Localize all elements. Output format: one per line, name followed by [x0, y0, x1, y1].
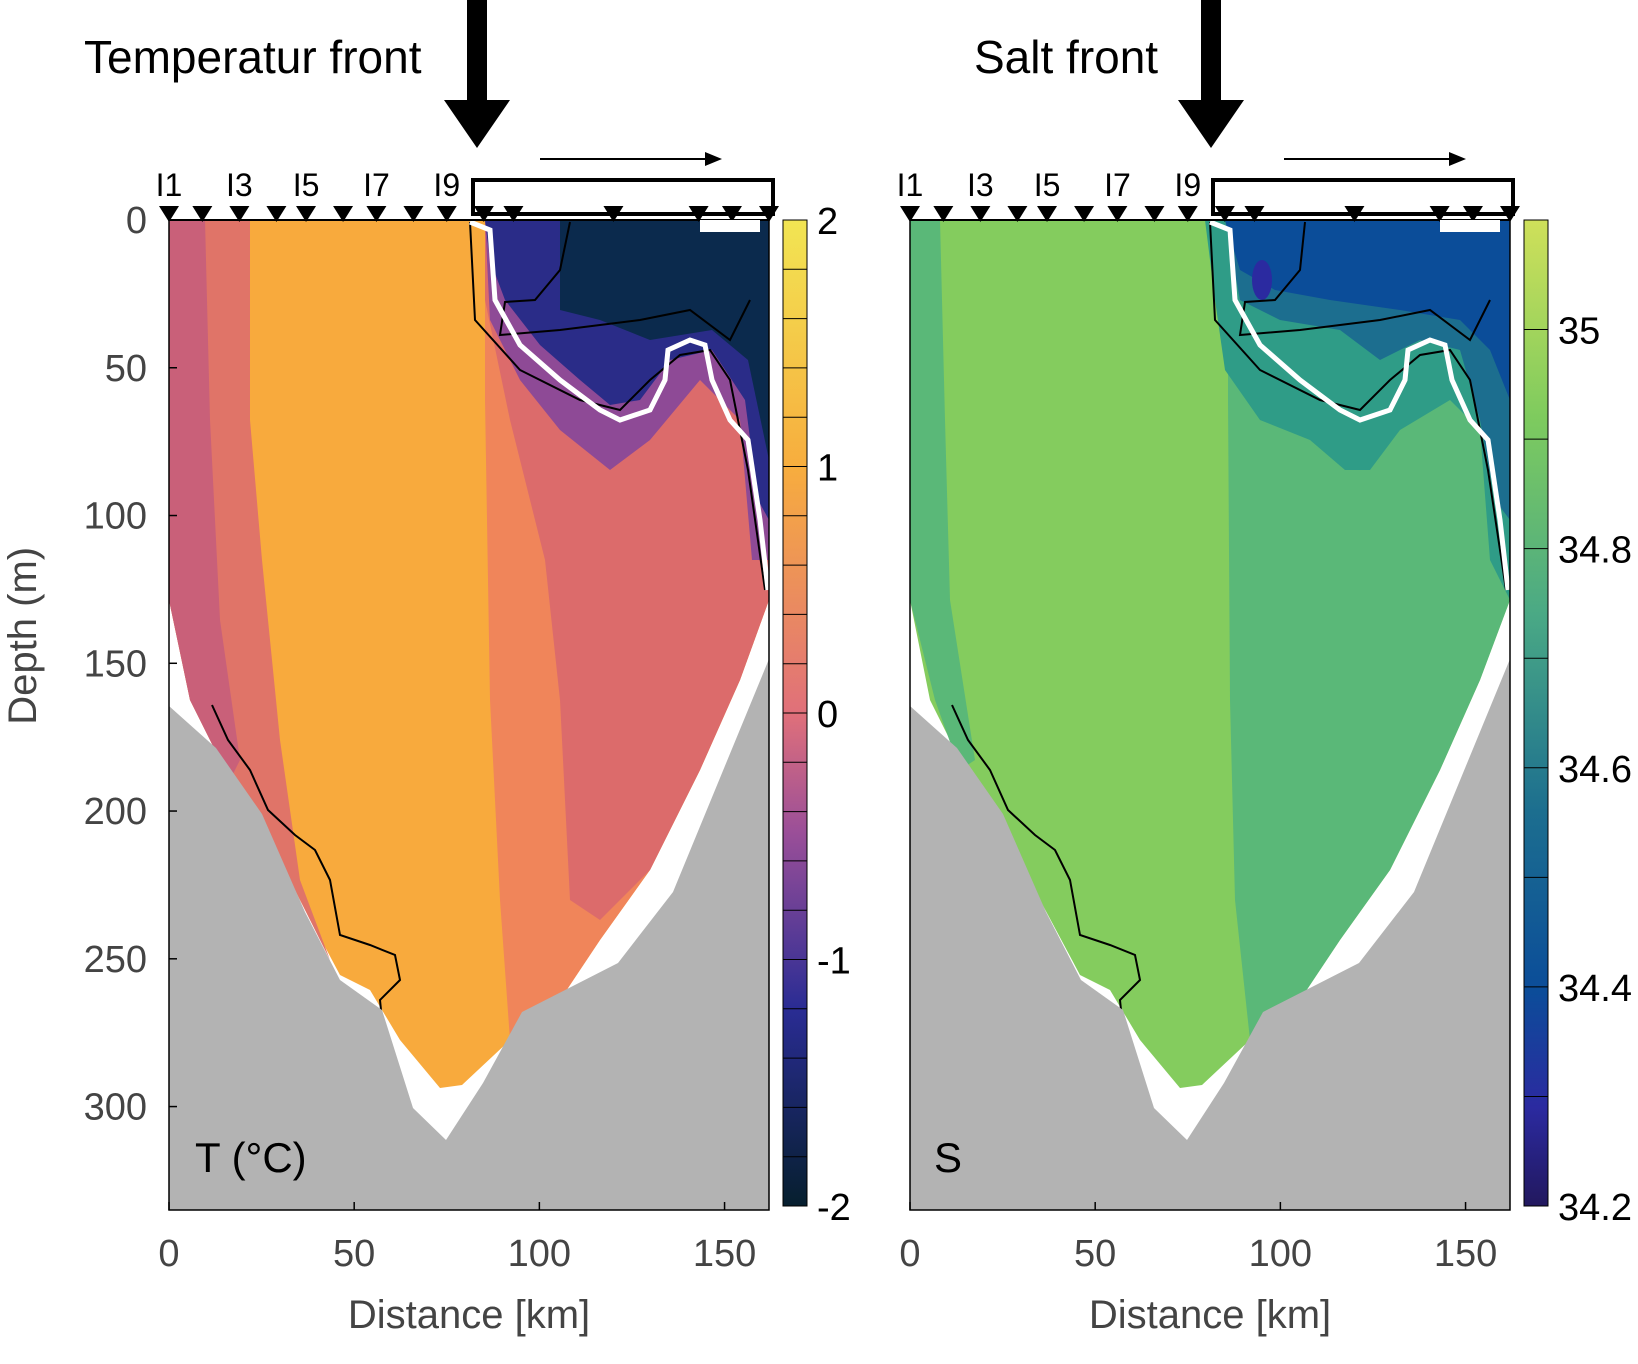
x-tick-label: 50	[1074, 1233, 1116, 1275]
x-axis-label: Distance [km]	[1089, 1293, 1331, 1337]
station-triangle-icon	[900, 206, 920, 222]
seafloor-right	[910, 659, 1510, 1210]
y-tick-label: 50	[105, 348, 147, 390]
front-arrow-icon	[1178, 0, 1244, 148]
station-triangle-icon	[436, 206, 457, 222]
station-triangle-icon	[1037, 206, 1058, 222]
y-tick-label: 300	[84, 1087, 147, 1129]
cool-band-west-inner	[169, 220, 240, 780]
colorbar-tick-label: 35	[1558, 311, 1600, 353]
white-front-contour	[1209, 220, 1510, 591]
colorbar-tick-label: 34.4	[1558, 968, 1632, 1010]
flow-box	[471, 178, 775, 216]
salinity-panel-label: S	[934, 1134, 962, 1181]
station-triangle-icon	[333, 206, 354, 222]
y-tick-label: 100	[84, 496, 147, 538]
x-tick-label: 0	[899, 1233, 920, 1275]
colorbar-tick-label: 1	[817, 448, 838, 490]
station-triangle-icon	[229, 206, 250, 222]
colorbar-tick-label: 0	[817, 694, 838, 736]
station-label: I5	[1034, 167, 1061, 203]
salinity-panel: 0 50 100 150 Distance [km] I1 I3 I5 I7 I9 35 34.8…	[897, 0, 1632, 1337]
station-triangle-icon	[192, 206, 213, 222]
flow-arrow-icon	[1284, 152, 1466, 166]
station-triangle-icon	[933, 206, 954, 222]
x-tick-label: 50	[333, 1233, 375, 1275]
colorbar-tick-label: 34.6	[1558, 749, 1632, 791]
salinity-axes: 0 50 100 150 Distance [km]	[899, 1202, 1497, 1337]
flow-arrow-icon	[540, 152, 722, 166]
temperature-colorbar-ticks: 2 1 0 -1 -2	[783, 201, 851, 1229]
isotherm-thin	[469, 221, 766, 591]
coldest-surface-water	[560, 220, 769, 460]
isohaline-surface-loop	[1238, 221, 1491, 342]
colorbar-tick-label: 2	[817, 201, 838, 243]
colorbar-tick-label: -2	[817, 1187, 851, 1229]
x-axis-label: Distance [km]	[348, 1293, 590, 1337]
isohaline-thin	[1209, 221, 1507, 591]
fresh-core	[1252, 260, 1272, 300]
station-label: I7	[363, 167, 390, 203]
station-triangle-icon	[366, 206, 387, 222]
y-tick-label: 200	[84, 791, 147, 833]
y-tick-label: 250	[84, 939, 147, 981]
station-label: I1	[897, 167, 924, 203]
station-triangle-icon	[970, 206, 991, 222]
station-label: I3	[226, 167, 253, 203]
temperature-panel-label: T (°C)	[195, 1134, 307, 1181]
station-label: I5	[293, 167, 320, 203]
station-triangle-icon	[1074, 206, 1095, 222]
y-tick-label: 150	[84, 643, 147, 685]
station-markers: I1 I3 I5 I7 I9	[897, 167, 1520, 222]
x-tick-label: 150	[1434, 1233, 1497, 1275]
colorbar-tick-label: 34.8	[1558, 530, 1632, 572]
mid-salinity-west	[910, 220, 975, 770]
salinity-colorbar-ticks: 35 34.8 34.6 34.4 34.2	[1524, 311, 1632, 1229]
station-label: I3	[967, 167, 994, 203]
station-triangle-icon	[403, 206, 424, 222]
station-label: I9	[433, 167, 460, 203]
colorbar-tick-label: -1	[817, 941, 851, 983]
y-axis-label: Depth (m)	[1, 547, 45, 725]
y-tick-label: 0	[126, 200, 147, 242]
front-arrow-icon	[444, 0, 510, 148]
white-front-contour	[469, 220, 769, 591]
surface-gap	[1440, 220, 1500, 232]
station-triangle-icon	[266, 206, 287, 222]
flow-box	[1211, 178, 1515, 216]
x-tick-label: 0	[158, 1233, 179, 1275]
colorbar-tick-label: 34.2	[1558, 1187, 1632, 1229]
salt-front-label: Salt front	[974, 31, 1159, 83]
station-triangle-icon	[1144, 206, 1165, 222]
station-triangle-icon	[1007, 206, 1028, 222]
temperature-panel: 0 50 100 150 Distance [km] 0 50 100 150 200 250 300…	[1, 0, 851, 1337]
temperature-axes: 0 50 100 150 Distance [km] 0 50 100 150 200 250 300…	[1, 200, 756, 1337]
station-triangle-icon	[296, 206, 317, 222]
x-tick-label: 100	[1249, 1233, 1312, 1275]
temperature-front-label: Temperatur front	[84, 31, 422, 83]
station-triangle-icon	[1177, 206, 1198, 222]
station-label: I7	[1104, 167, 1131, 203]
isotherm-bottom	[211, 704, 402, 1021]
station-label: I1	[156, 167, 183, 203]
x-tick-label: 100	[508, 1233, 571, 1275]
x-tick-label: 150	[693, 1233, 756, 1275]
seafloor-left	[169, 659, 769, 1210]
surface-gap	[700, 220, 760, 232]
station-triangle-icon	[159, 206, 179, 222]
lowest-salinity-surface	[1225, 220, 1510, 400]
isohaline-bottom	[951, 704, 1142, 1021]
isotherm-surface-loop	[498, 221, 751, 342]
station-label: I9	[1174, 167, 1201, 203]
station-triangle-icon	[1107, 206, 1128, 222]
salinity-colorbar	[1523, 219, 1549, 1207]
